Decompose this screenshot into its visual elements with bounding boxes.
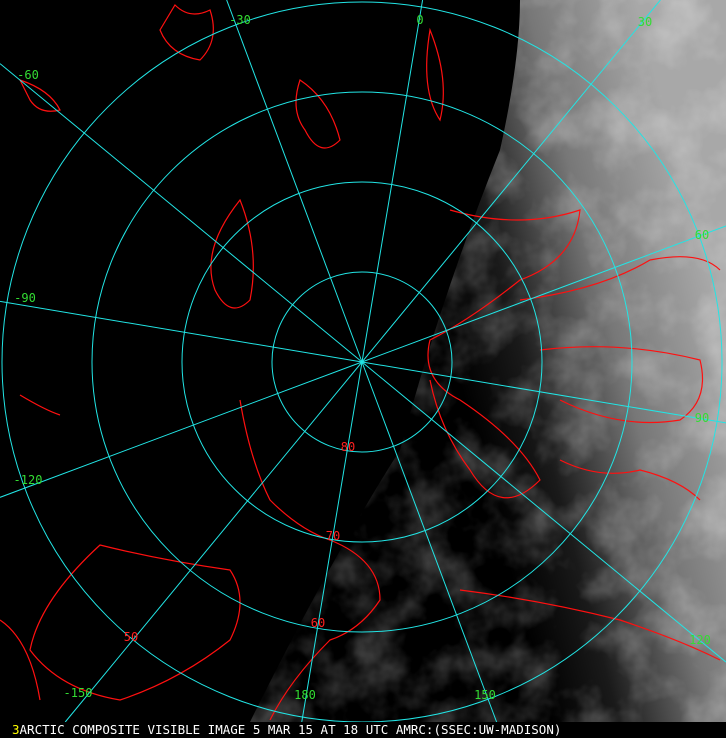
- longitude-label: -60: [17, 68, 39, 82]
- caption-text: ARCTIC COMPOSITE VISIBLE IMAGE 5 MAR 15 …: [19, 722, 562, 737]
- latitude-circle-60: [91, 91, 633, 633]
- meridian--90: [0, 300, 363, 363]
- meridian--120: [0, 361, 363, 498]
- meridian-60: [361, 225, 726, 363]
- meridian--150: [64, 361, 363, 723]
- frame-number: 3: [12, 722, 20, 737]
- latitude-circle-70: [181, 181, 543, 543]
- meridian-30: [361, 0, 661, 363]
- latitude-label: 80: [341, 440, 355, 454]
- longitude-label: -120: [14, 473, 43, 487]
- meridian-180: [301, 361, 363, 723]
- latitude-label: 50: [124, 630, 138, 644]
- meridian-120: [361, 361, 726, 663]
- meridian-90: [361, 361, 726, 424]
- meridian--30: [226, 0, 363, 363]
- meridian-0: [361, 0, 424, 363]
- longitude-label: 60: [695, 228, 709, 242]
- meridian-150: [361, 361, 498, 723]
- longitude-label: -150: [64, 686, 93, 700]
- graticule-labels: 80 70 60 50 -30 0 30 60 90 120 150 180 -150 -120 -90 -6…: [14, 13, 711, 702]
- longitude-label: -30: [229, 13, 251, 27]
- longitude-label: 30: [638, 15, 652, 29]
- longitude-label: 0: [416, 13, 423, 27]
- latitude-label: 70: [326, 529, 340, 543]
- latitude-circle-80: [271, 271, 453, 453]
- latitude-label: 60: [311, 616, 325, 630]
- longitude-label: 120: [689, 633, 711, 647]
- longitude-label: -90: [14, 291, 36, 305]
- coastlines: [0, 4, 721, 721]
- longitude-label: 90: [695, 411, 709, 425]
- longitude-label: 180: [294, 688, 316, 702]
- graticule: [0, 0, 726, 723]
- meridian--60: [0, 63, 363, 363]
- longitude-label: 150: [474, 688, 496, 702]
- caption-bar: 3ARCTIC COMPOSITE VISIBLE IMAGE 5 MAR 15…: [0, 722, 726, 738]
